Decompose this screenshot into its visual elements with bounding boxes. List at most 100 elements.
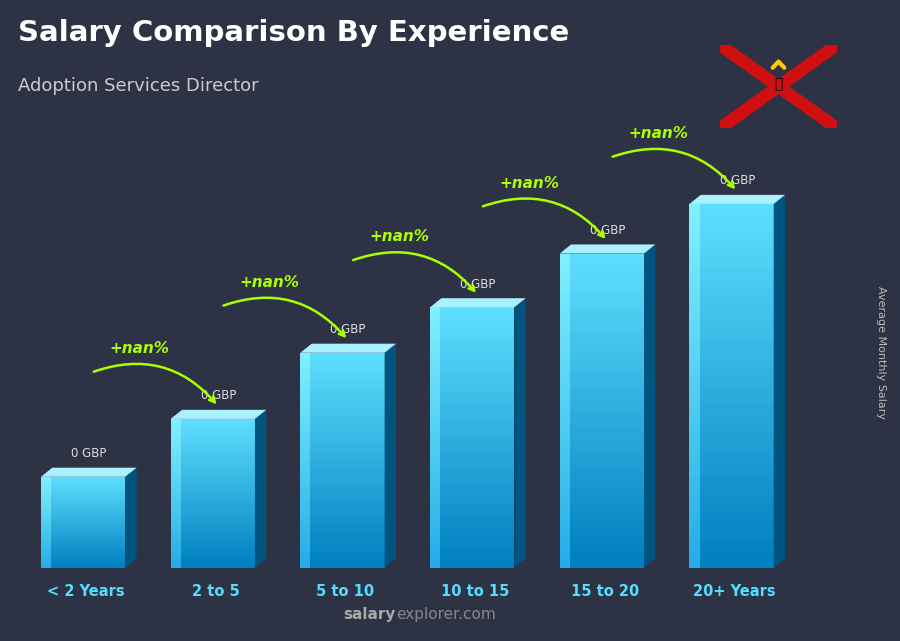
Bar	[560, 308, 570, 317]
Bar	[430, 424, 514, 431]
Bar	[301, 487, 310, 492]
Bar	[689, 313, 699, 322]
Bar	[301, 390, 384, 395]
Bar	[560, 497, 644, 505]
Bar	[560, 450, 644, 458]
Bar	[430, 353, 514, 360]
Bar	[430, 392, 514, 399]
Bar	[430, 346, 440, 353]
Bar	[430, 562, 514, 568]
Bar	[301, 438, 310, 444]
Bar	[40, 488, 125, 490]
Bar	[301, 476, 310, 482]
Bar	[689, 331, 699, 340]
Bar	[40, 515, 125, 518]
Bar	[689, 295, 774, 304]
Bar	[689, 440, 774, 449]
Bar	[689, 531, 774, 540]
Bar	[689, 531, 699, 540]
Bar	[301, 395, 384, 401]
Bar	[171, 504, 181, 508]
Bar	[40, 497, 125, 499]
Bar	[430, 418, 440, 424]
Bar	[301, 401, 310, 406]
Bar	[301, 460, 384, 465]
Bar	[171, 545, 255, 549]
Bar	[689, 340, 774, 349]
Bar	[40, 483, 51, 486]
Bar	[689, 522, 699, 531]
Bar	[689, 504, 774, 513]
Bar	[689, 240, 774, 249]
Polygon shape	[689, 195, 785, 204]
Bar	[40, 531, 125, 533]
Bar	[430, 483, 440, 490]
Text: explorer.com: explorer.com	[396, 607, 496, 622]
Bar	[560, 379, 570, 387]
Bar	[40, 497, 51, 499]
Bar	[689, 204, 699, 213]
Bar	[171, 501, 255, 504]
Bar	[40, 531, 51, 533]
Bar	[171, 519, 255, 523]
Bar	[171, 527, 181, 531]
Bar	[171, 538, 181, 542]
Bar	[40, 524, 51, 527]
Polygon shape	[560, 244, 655, 254]
Bar	[171, 542, 181, 545]
Bar	[171, 560, 255, 564]
Bar	[171, 534, 181, 538]
Bar	[430, 392, 440, 399]
Bar	[430, 366, 514, 372]
Bar	[689, 249, 774, 258]
Bar	[171, 482, 255, 486]
Bar	[689, 231, 774, 240]
Bar	[171, 553, 255, 556]
Bar	[171, 501, 181, 504]
Bar	[301, 455, 310, 460]
Bar	[301, 449, 310, 455]
Bar	[689, 386, 774, 395]
Bar	[430, 327, 440, 333]
Bar	[560, 395, 644, 403]
Bar	[560, 293, 644, 301]
Bar	[560, 560, 644, 568]
Polygon shape	[384, 344, 396, 568]
Bar	[689, 486, 699, 495]
Bar	[560, 301, 644, 308]
Bar	[171, 538, 255, 542]
Bar	[40, 520, 125, 522]
Bar	[40, 493, 51, 495]
Bar	[171, 515, 181, 519]
Bar	[560, 411, 644, 419]
Bar	[689, 495, 699, 504]
Bar	[560, 458, 644, 465]
Bar	[430, 372, 514, 379]
Bar	[40, 506, 125, 508]
Bar	[430, 360, 440, 366]
Bar	[301, 406, 384, 412]
Bar	[40, 495, 51, 497]
Bar	[301, 476, 384, 482]
Bar	[430, 340, 514, 346]
Bar	[560, 434, 570, 442]
Bar	[171, 556, 255, 560]
Bar	[430, 542, 440, 548]
Bar	[689, 513, 774, 522]
Bar	[301, 428, 384, 433]
Bar	[40, 565, 51, 568]
Bar	[560, 513, 570, 520]
Bar	[301, 422, 310, 428]
Bar	[430, 340, 440, 346]
Text: 2 to 5: 2 to 5	[192, 584, 239, 599]
Bar	[430, 490, 514, 496]
Bar	[171, 531, 255, 534]
Bar	[40, 559, 51, 561]
Bar	[689, 349, 774, 358]
Bar	[560, 505, 644, 513]
Bar	[560, 537, 644, 544]
Bar	[40, 547, 51, 549]
Bar	[689, 358, 699, 368]
Bar	[40, 515, 51, 518]
Bar	[171, 460, 255, 463]
